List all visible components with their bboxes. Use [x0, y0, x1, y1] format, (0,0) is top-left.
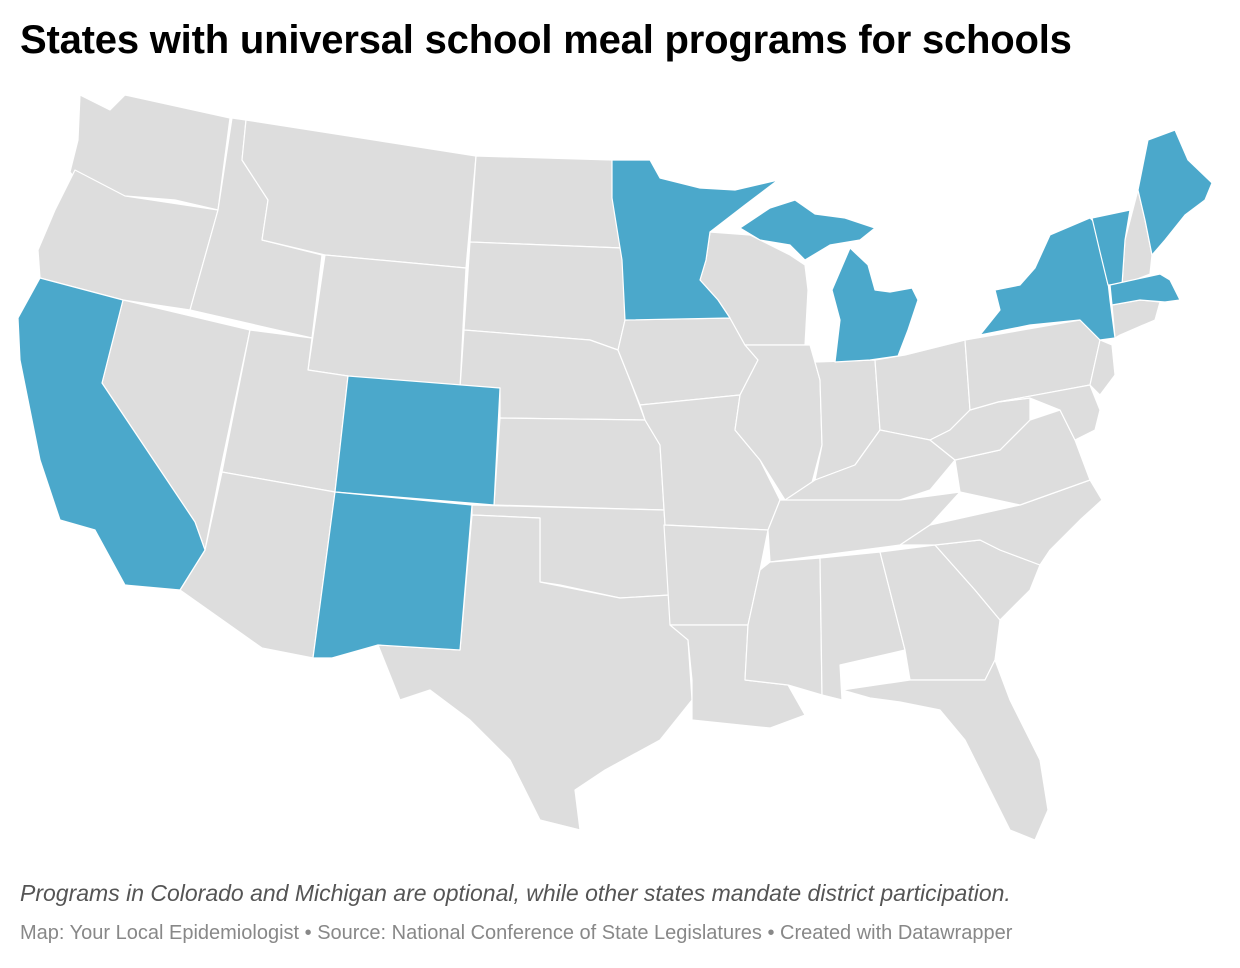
- state-massachusetts: [1109, 273, 1181, 306]
- state-minnesota: [611, 159, 779, 321]
- state-connecticut-ri: [1111, 299, 1161, 339]
- state-new-mexico: [312, 491, 473, 659]
- footer-separator: •: [761, 922, 781, 944]
- state-wyoming: [307, 254, 467, 389]
- map-notes: Programs in Colorado and Michigan are op…: [20, 880, 1011, 906]
- state-new-york: [979, 217, 1116, 341]
- state-california: [17, 277, 206, 591]
- state-new-jersey: [1089, 339, 1116, 396]
- state-washington: [69, 94, 231, 211]
- state-michigan: [739, 199, 919, 363]
- us-map: [17, 94, 1213, 841]
- credit-link[interactable]: Created with Datawrapper: [780, 922, 1013, 944]
- source-text: Source: National Conference of State Leg…: [317, 922, 762, 944]
- state-maryland-delaware: [997, 384, 1101, 441]
- state-north-dakota: [469, 155, 623, 249]
- state-colorado: [334, 375, 501, 506]
- state-kansas: [493, 417, 665, 511]
- state-texas: [377, 514, 693, 831]
- map-title: States with universal school meal progra…: [20, 18, 1072, 62]
- state-florida: [841, 659, 1049, 841]
- footer-separator: •: [299, 922, 318, 944]
- map-footer: Map: Your Local Epidemiologist • Source:…: [20, 922, 1012, 945]
- state-maine: [1137, 129, 1213, 256]
- byline: Map: Your Local Epidemiologist: [20, 922, 300, 944]
